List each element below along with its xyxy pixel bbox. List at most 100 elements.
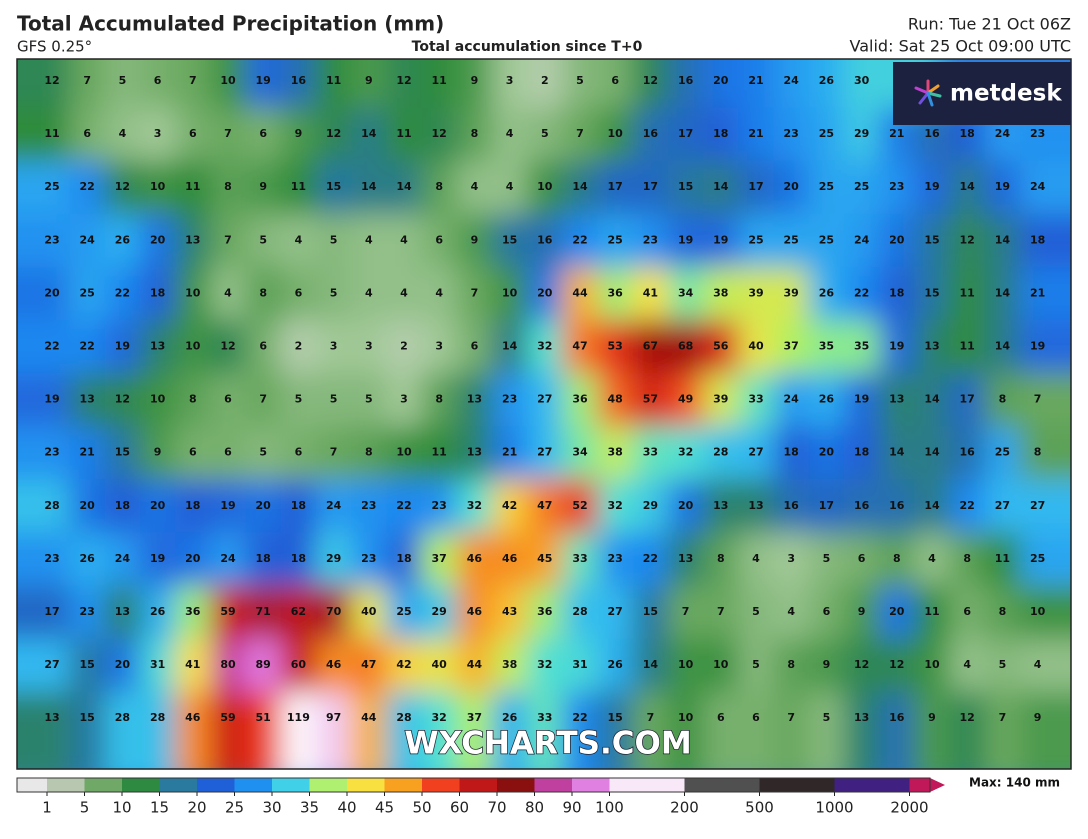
precip-cell	[210, 479, 247, 534]
grid-value: 20	[150, 233, 166, 246]
grid-value: 25	[784, 233, 799, 246]
grid-value: 57	[643, 393, 658, 406]
grid-value: 12	[115, 180, 130, 193]
precip-cell	[879, 479, 916, 534]
precip-cell	[844, 319, 881, 375]
precip-cell	[17, 532, 71, 587]
precip-cell	[984, 319, 1021, 375]
precip-cell	[703, 585, 740, 640]
precip-cell	[773, 691, 810, 769]
precip-cell	[632, 59, 669, 109]
grid-value: 10	[1030, 605, 1046, 618]
precip-cell	[1020, 426, 1071, 481]
precip-cell	[104, 319, 141, 375]
grid-value: 19	[256, 74, 271, 87]
grid-value: 25	[608, 233, 623, 246]
precip-cell	[104, 479, 141, 534]
grid-value: 16	[784, 499, 800, 512]
grid-value: 12	[854, 658, 869, 671]
colorbar-tick-label: 1	[42, 799, 52, 817]
grid-value: 19	[44, 393, 59, 406]
grid-value: 5	[295, 393, 303, 406]
precip-cell	[703, 373, 740, 428]
grid-value: 29	[432, 605, 447, 618]
precip-cell	[844, 373, 881, 428]
grid-value: 7	[471, 286, 479, 299]
precip-cell	[527, 532, 564, 587]
grid-value: 6	[823, 605, 831, 618]
precip-cell	[351, 479, 388, 534]
precip-cell	[808, 638, 845, 693]
precip-cell	[738, 319, 775, 375]
colorbar-segment	[384, 778, 422, 792]
grid-value: 15	[502, 233, 517, 246]
grid-value: 37	[432, 552, 447, 565]
colorbar-tick-label: 70	[487, 799, 506, 817]
precip-cell	[140, 373, 177, 428]
grid-value: 4	[365, 286, 373, 299]
colorbar-tick-label: 90	[562, 799, 581, 817]
grid-value: 22	[572, 233, 587, 246]
precip-cell	[456, 638, 493, 693]
grid-value: 19	[1030, 340, 1045, 353]
precip-cell	[492, 691, 529, 769]
grid-value: 34	[572, 446, 588, 459]
grid-value: 28	[150, 711, 165, 724]
grid-value: 16	[854, 499, 870, 512]
precip-cell	[597, 426, 634, 481]
precip-cell	[456, 107, 493, 162]
grid-value: 18	[291, 499, 306, 512]
grid-value: 20	[819, 446, 835, 459]
precip-cell	[17, 319, 71, 375]
grid-value: 21	[748, 127, 763, 140]
grid-value: 30	[854, 74, 870, 87]
precip-cell	[597, 160, 634, 215]
precip-cell	[316, 319, 353, 375]
precip-cell	[914, 213, 951, 268]
precip-cell	[879, 585, 916, 640]
precip-cell	[914, 691, 951, 769]
grid-value: 8	[787, 658, 795, 671]
precip-cell	[210, 532, 247, 587]
precip-cell	[492, 585, 529, 640]
grid-value: 46	[502, 552, 518, 565]
precip-cell	[492, 59, 529, 109]
grid-value: 11	[44, 127, 59, 140]
grid-value: 9	[1034, 711, 1042, 724]
grid-value: 49	[678, 393, 693, 406]
precip-cell	[879, 532, 916, 587]
grid-value: 9	[471, 233, 479, 246]
grid-value: 13	[924, 340, 939, 353]
precip-cell	[949, 426, 986, 481]
grid-value: 4	[928, 552, 936, 565]
grid-value: 11	[960, 340, 975, 353]
grid-value: 6	[189, 446, 197, 459]
grid-value: 24	[1030, 180, 1046, 193]
grid-value: 18	[784, 446, 799, 459]
grid-value: 28	[115, 711, 130, 724]
precip-cell	[69, 266, 106, 321]
grid-value: 8	[999, 393, 1007, 406]
precip-cell	[879, 266, 916, 321]
precip-cell	[245, 373, 282, 428]
grid-value: 19	[150, 552, 165, 565]
precip-cell	[316, 160, 353, 215]
precip-cell	[597, 691, 634, 769]
precip-cell	[703, 426, 740, 481]
grid-value: 2	[295, 340, 303, 353]
grid-value: 14	[924, 499, 940, 512]
grid-value: 4	[963, 658, 971, 671]
grid-value: 10	[678, 711, 694, 724]
colorbar-tick-label: 100	[595, 799, 624, 817]
precip-cell	[773, 59, 810, 109]
precip-cell	[1020, 319, 1071, 375]
grid-value: 17	[44, 605, 59, 618]
grid-value: 8	[259, 286, 267, 299]
precip-cell	[17, 691, 71, 769]
precip-cell	[210, 638, 247, 693]
precip-cell	[104, 160, 141, 215]
colorbar-segment	[347, 778, 385, 792]
grid-value: 5	[259, 446, 267, 459]
precip-cell	[808, 213, 845, 268]
precip-cell	[914, 479, 951, 534]
